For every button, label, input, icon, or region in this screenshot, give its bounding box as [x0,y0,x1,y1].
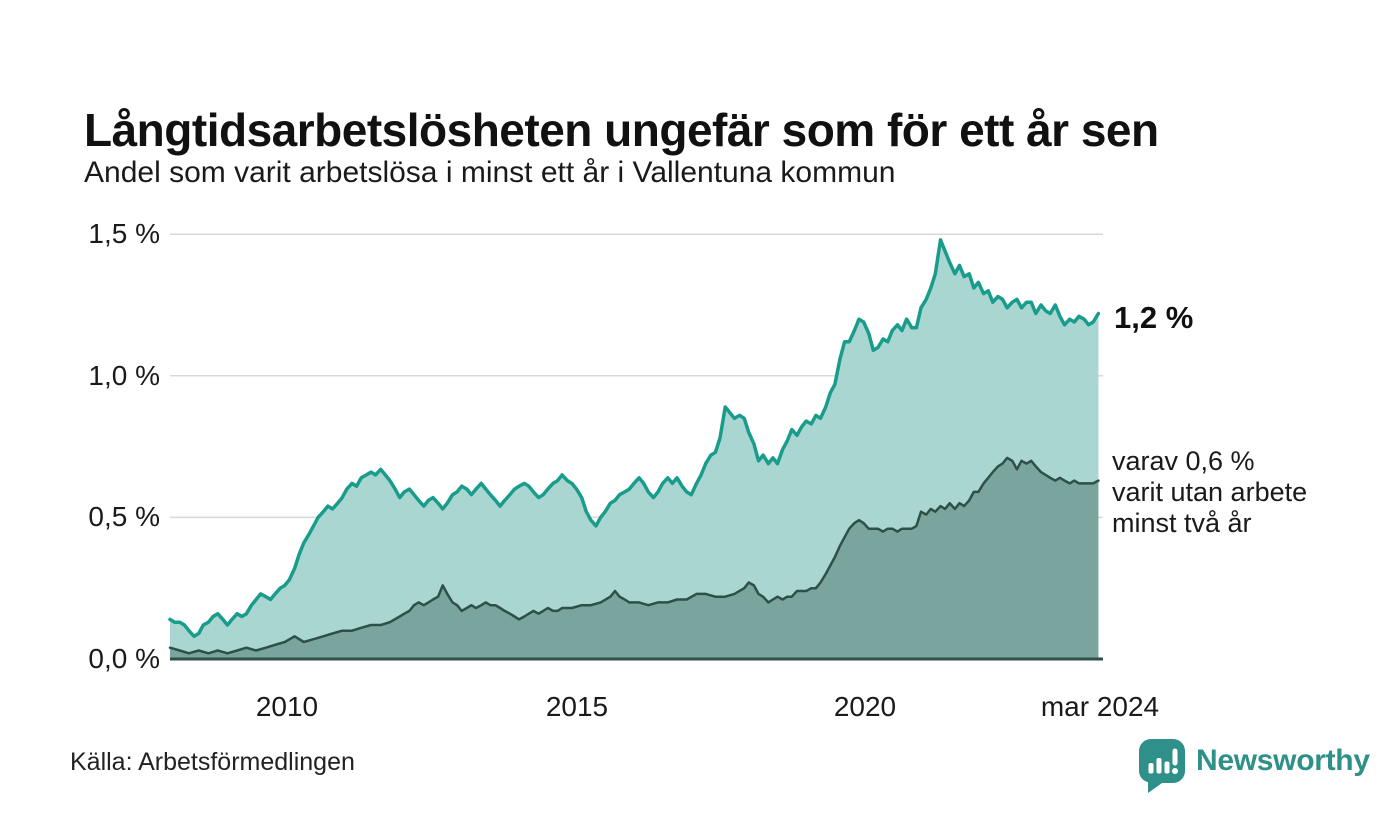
series2-annotation: varav 0,6 % varit utan arbete minst två … [1112,446,1307,539]
series2-annotation-line3: minst två år [1112,508,1252,538]
y-tick-0-0: 0,0 % [88,643,160,674]
area-series-2-fill [170,457,1099,659]
newsworthy-brand: Newsworthy [1138,738,1370,794]
x-tick-2015: 2015 [545,691,609,722]
y-tick-0-5: 0,5 % [88,501,160,532]
x-tick-2010: 2010 [255,691,319,722]
line-series-2 [168,456,1100,655]
chart-subtitle: Andel som varit arbetslösa i minst ett å… [84,156,896,189]
line-series-1 [168,238,1101,639]
series1-end-value-label: 1,2 % [1114,300,1194,335]
y-tick-1-0: 1,0 % [88,360,160,391]
newsworthy-logo-icon [1138,738,1186,799]
y-tick-1-5: 1,5 % [88,218,160,249]
series2-annotation-line2: varit utan arbete [1112,477,1308,507]
source-credit: Källa: Arbetsförmedlingen [70,748,355,776]
page-title: Långtidsarbetslösheten ungefär som för e… [84,103,1159,156]
area-chart-plot [168,233,1103,661]
x-tick-2020: 2020 [833,691,897,722]
series2-annotation-line1: varav 0,6 % [1112,446,1255,476]
x-tick-mar-2024: mar 2024 [1040,691,1160,722]
newsworthy-brand-text: Newsworthy [1196,744,1370,777]
